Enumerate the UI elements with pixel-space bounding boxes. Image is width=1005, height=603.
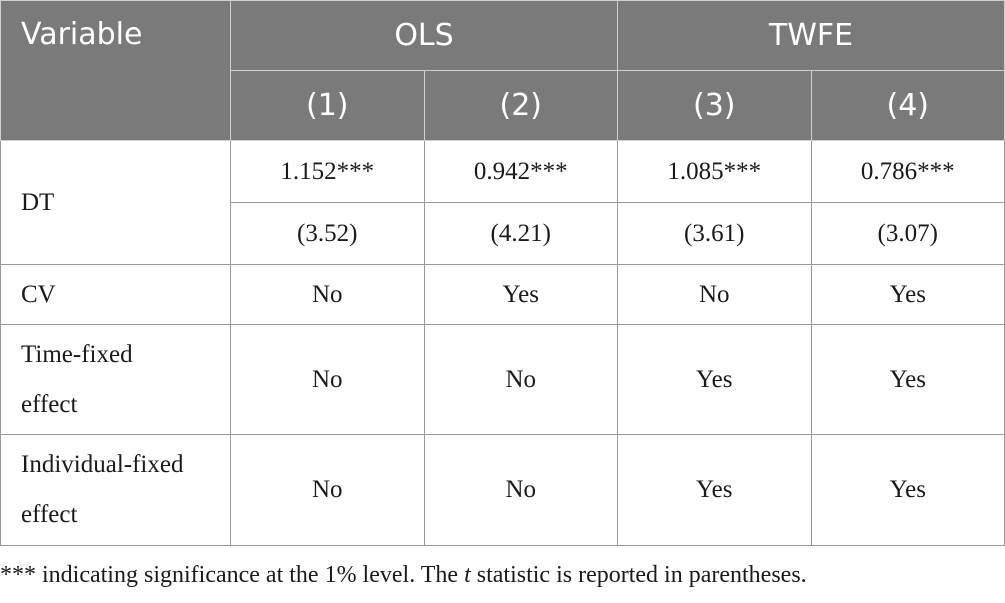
column-header-2: (2)	[423, 70, 618, 141]
row-label-time-fixed-effect: Time-fixed effect	[0, 324, 231, 435]
value-cell: Yes	[423, 264, 618, 325]
value-cell: Yes	[810, 434, 1005, 546]
regression-table-container: Variable OLS TWFE (1) (2) (3) (4) DT 1.1…	[0, 0, 1005, 546]
column-header-4: (4)	[810, 70, 1005, 141]
table-row-time-fixed-effect: Time-fixed effect No No Yes Yes	[0, 324, 1005, 435]
table-body: DT 1.152*** 0.942*** 1.085*** 0.786*** (…	[0, 140, 1005, 546]
value-cell: Yes	[810, 324, 1005, 435]
row-label-line: effect	[21, 390, 78, 418]
group-header-twfe: TWFE	[616, 0, 1005, 71]
row-label-cv: CV	[0, 264, 231, 325]
footnote-italic-t: t	[464, 562, 471, 588]
footnote-text: statistic is reported in parentheses.	[470, 562, 807, 588]
t-stat-cell: (3.52)	[230, 202, 425, 265]
value-cell: No	[230, 264, 425, 325]
header-row-groups: Variable OLS TWFE	[0, 0, 1005, 141]
row-label-line: Time-fixed	[21, 340, 133, 368]
variable-header: Variable	[0, 0, 231, 141]
table-row-cv: CV No Yes No Yes	[0, 264, 1005, 325]
coefficient-cell: 0.786***	[810, 140, 1005, 203]
footnote-text: *** indicating significance at the 1% le…	[0, 562, 465, 588]
value-cell: No	[230, 324, 425, 435]
row-label-line: effect	[21, 501, 78, 528]
value-cell: Yes	[617, 434, 812, 546]
t-stat-cell: (3.07)	[810, 202, 1005, 265]
t-stat-cell: (4.21)	[423, 202, 618, 265]
value-cell: Yes	[617, 324, 812, 435]
table-row-dt-coefficients: DT 1.152*** 0.942*** 1.085*** 0.786***	[0, 140, 1005, 265]
column-header-3: (3)	[617, 70, 812, 141]
regression-table: Variable OLS TWFE (1) (2) (3) (4) DT 1.1…	[0, 0, 1005, 546]
table-header: Variable OLS TWFE (1) (2) (3) (4)	[0, 0, 1005, 141]
coefficient-cell: 1.152***	[230, 140, 425, 203]
row-label-individual-fixed-effect: Individual-fixed effect	[0, 434, 231, 546]
group-header-ols: OLS	[230, 0, 618, 71]
value-cell: No	[230, 434, 425, 546]
coefficient-cell: 0.942***	[423, 140, 618, 203]
table-row-individual-fixed-effect: Individual-fixed effect No No Yes Yes	[0, 434, 1005, 546]
column-header-1: (1)	[230, 70, 425, 141]
coefficient-cell: 1.085***	[617, 140, 812, 203]
value-cell: Yes	[810, 264, 1005, 325]
row-label-dt: DT	[0, 140, 231, 265]
value-cell: No	[617, 264, 812, 325]
table-row-dt-t-stats: (3.52) (4.21) (3.61) (3.07)	[1, 202, 1005, 265]
t-stat-cell: (3.61)	[617, 202, 812, 265]
header-row-columns: (1) (2) (3) (4)	[1, 70, 1005, 141]
table-footnote: *** indicating significance at the 1% le…	[0, 562, 807, 589]
value-cell: No	[423, 434, 618, 546]
value-cell: No	[423, 324, 618, 435]
row-label-line: Individual-fixed	[21, 451, 184, 478]
